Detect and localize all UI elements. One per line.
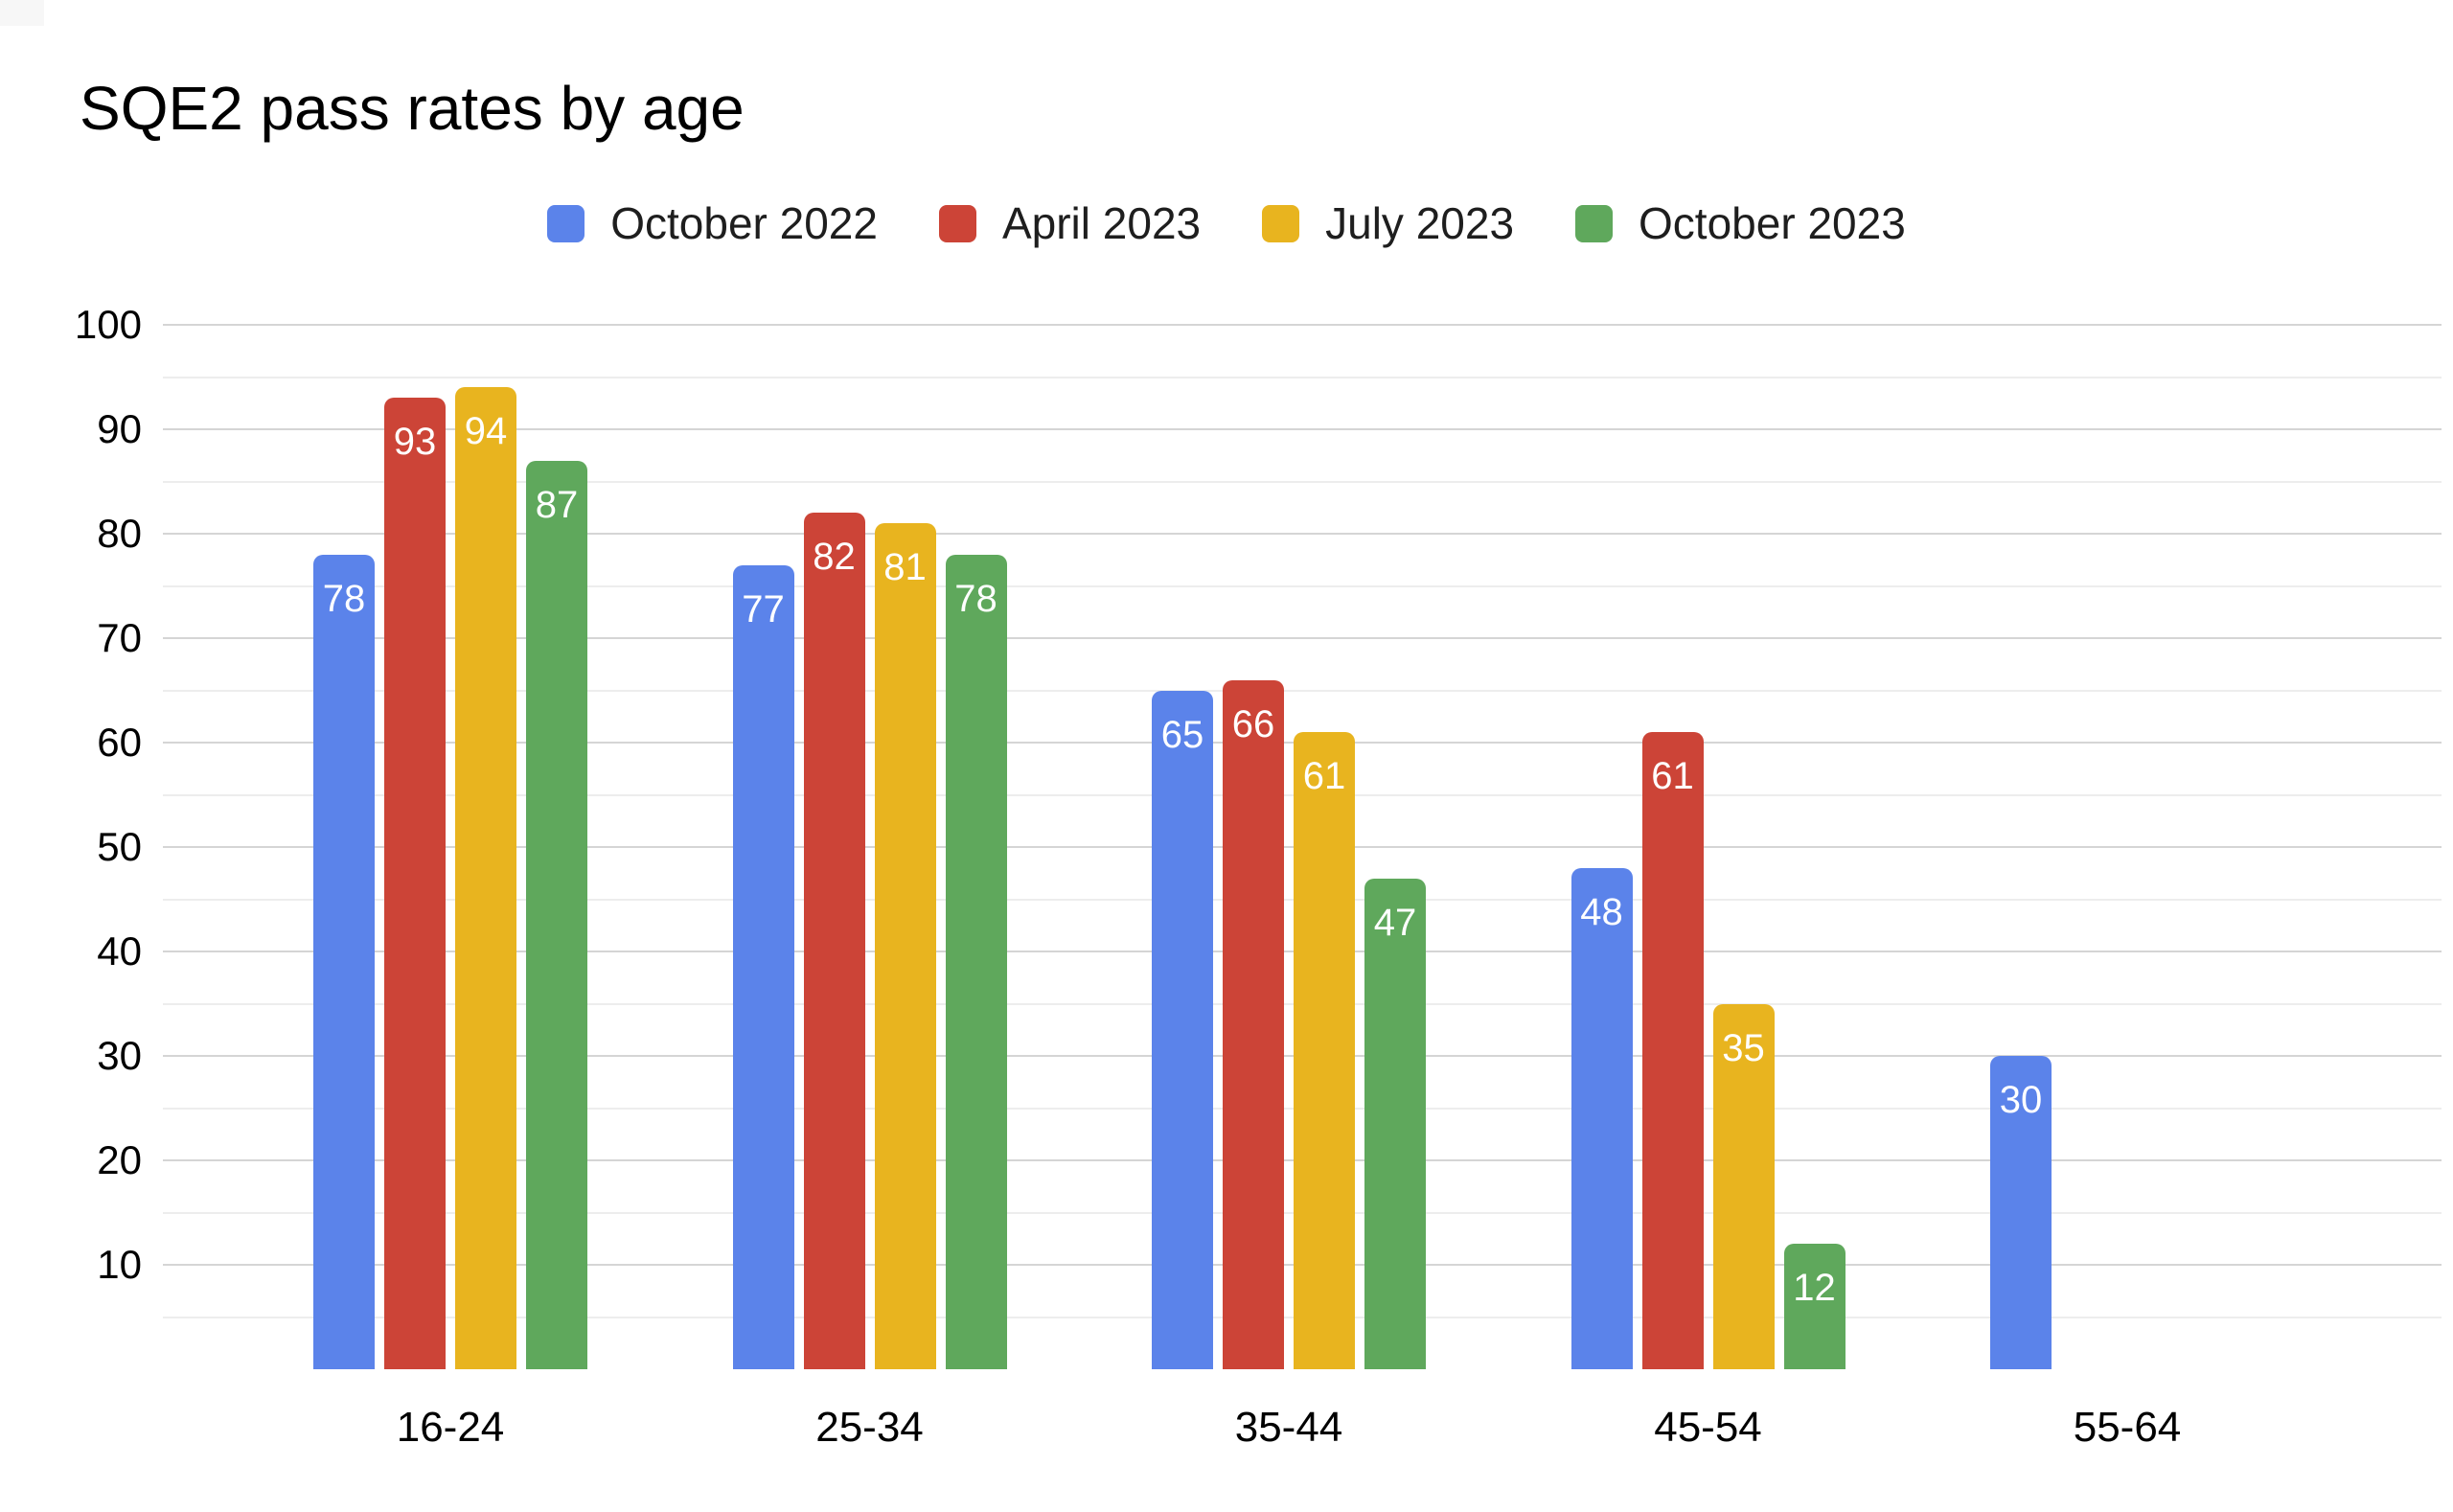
bar-16-24-july-2023[interactable]: 94 xyxy=(455,387,516,1369)
bar-value-label: 61 xyxy=(1302,755,1346,798)
minor-gridline xyxy=(163,689,2442,692)
bar-35-44-july-2023[interactable]: 61 xyxy=(1294,732,1355,1369)
x-axis-category-label: 25-34 xyxy=(815,1404,924,1451)
y-axis-tick-label: 10 xyxy=(97,1242,142,1287)
bar-value-label: 82 xyxy=(813,536,856,579)
bar-35-44-october-2023[interactable]: 47 xyxy=(1364,878,1426,1369)
legend-label: April 2023 xyxy=(1001,198,1202,248)
y-axis-tick-label: 60 xyxy=(97,720,142,765)
legend-item-october-2023[interactable]: October 2023 xyxy=(1575,197,1906,249)
bar-value-label: 81 xyxy=(883,546,927,589)
major-gridline xyxy=(163,324,2442,326)
y-axis-tick-label: 70 xyxy=(97,615,142,660)
chart-title: SQE2 pass rates by age xyxy=(80,74,745,143)
bar-value-label: 66 xyxy=(1231,702,1275,745)
x-axis-category-label: 55-64 xyxy=(2073,1404,2182,1451)
y-axis-tick-label: 20 xyxy=(97,1137,142,1182)
y-axis-tick-label: 40 xyxy=(97,928,142,974)
bar-value-label: 12 xyxy=(1793,1267,1836,1310)
bar-value-label: 78 xyxy=(954,577,997,620)
legend-swatch-icon xyxy=(938,204,976,242)
legend-item-april-2023[interactable]: April 2023 xyxy=(938,197,1202,249)
bar-55-64-october-2022[interactable]: 30 xyxy=(1990,1056,2052,1369)
y-axis-tick-label: 80 xyxy=(97,511,142,556)
bar-value-label: 30 xyxy=(1999,1079,2043,1121)
bar-value-label: 65 xyxy=(1160,713,1204,756)
y-axis-tick-label: 100 xyxy=(74,302,142,347)
bar-value-label: 87 xyxy=(535,483,579,526)
bar-45-54-october-2023[interactable]: 12 xyxy=(1783,1244,1845,1369)
bar-25-34-october-2023[interactable]: 78 xyxy=(945,554,1007,1369)
y-axis-tick-label: 30 xyxy=(97,1033,142,1078)
bar-value-label: 61 xyxy=(1651,755,1694,798)
bar-16-24-october-2022[interactable]: 78 xyxy=(313,554,375,1369)
bar-value-label: 47 xyxy=(1373,901,1417,944)
bar-16-24-october-2023[interactable]: 87 xyxy=(526,460,587,1369)
bar-value-label: 94 xyxy=(464,410,508,453)
major-gridline xyxy=(163,533,2442,535)
minor-gridline xyxy=(163,480,2442,483)
x-axis-category-label: 35-44 xyxy=(1234,1404,1343,1451)
bar-25-34-october-2022[interactable]: 77 xyxy=(732,564,794,1369)
bar-35-44-october-2022[interactable]: 65 xyxy=(1152,690,1213,1369)
bar-35-44-april-2023[interactable]: 66 xyxy=(1223,679,1284,1369)
legend-swatch-icon xyxy=(547,204,585,242)
legend-item-july-2023[interactable]: July 2023 xyxy=(1262,197,1514,249)
bar-value-label: 35 xyxy=(1722,1026,1765,1069)
y-axis-tick-label: 50 xyxy=(97,824,142,869)
bar-25-34-july-2023[interactable]: 81 xyxy=(874,523,936,1369)
bar-value-label: 48 xyxy=(1580,890,1623,933)
major-gridline xyxy=(163,428,2442,430)
bar-45-54-july-2023[interactable]: 35 xyxy=(1712,1003,1775,1369)
legend-label: October 2023 xyxy=(1639,198,1906,248)
minor-gridline xyxy=(163,376,2442,378)
legend-item-october-2022[interactable]: October 2022 xyxy=(547,197,878,249)
legend-label: July 2023 xyxy=(1325,198,1515,248)
bar-value-label: 78 xyxy=(322,577,366,620)
minor-gridline xyxy=(163,584,2442,587)
x-axis-category-label: 16-24 xyxy=(396,1404,505,1451)
legend: October 2022 April 2023 July 2023 October 2… xyxy=(0,197,2453,249)
x-axis-category-label: 45-54 xyxy=(1654,1404,1762,1451)
bar-45-54-october-2022[interactable]: 48 xyxy=(1570,867,1633,1369)
bar-25-34-april-2023[interactable]: 82 xyxy=(803,513,865,1369)
major-gridline xyxy=(163,637,2442,639)
bar-value-label: 93 xyxy=(393,421,437,464)
bar-45-54-april-2023[interactable]: 61 xyxy=(1641,732,1704,1369)
y-axis-tick-label: 90 xyxy=(97,406,142,451)
bar-value-label: 77 xyxy=(742,587,785,630)
bar-16-24-april-2023[interactable]: 93 xyxy=(384,398,446,1369)
legend-swatch-icon xyxy=(1262,204,1300,242)
corner-artifact xyxy=(0,0,44,26)
legend-label: October 2022 xyxy=(610,198,878,248)
legend-swatch-icon xyxy=(1575,204,1614,242)
